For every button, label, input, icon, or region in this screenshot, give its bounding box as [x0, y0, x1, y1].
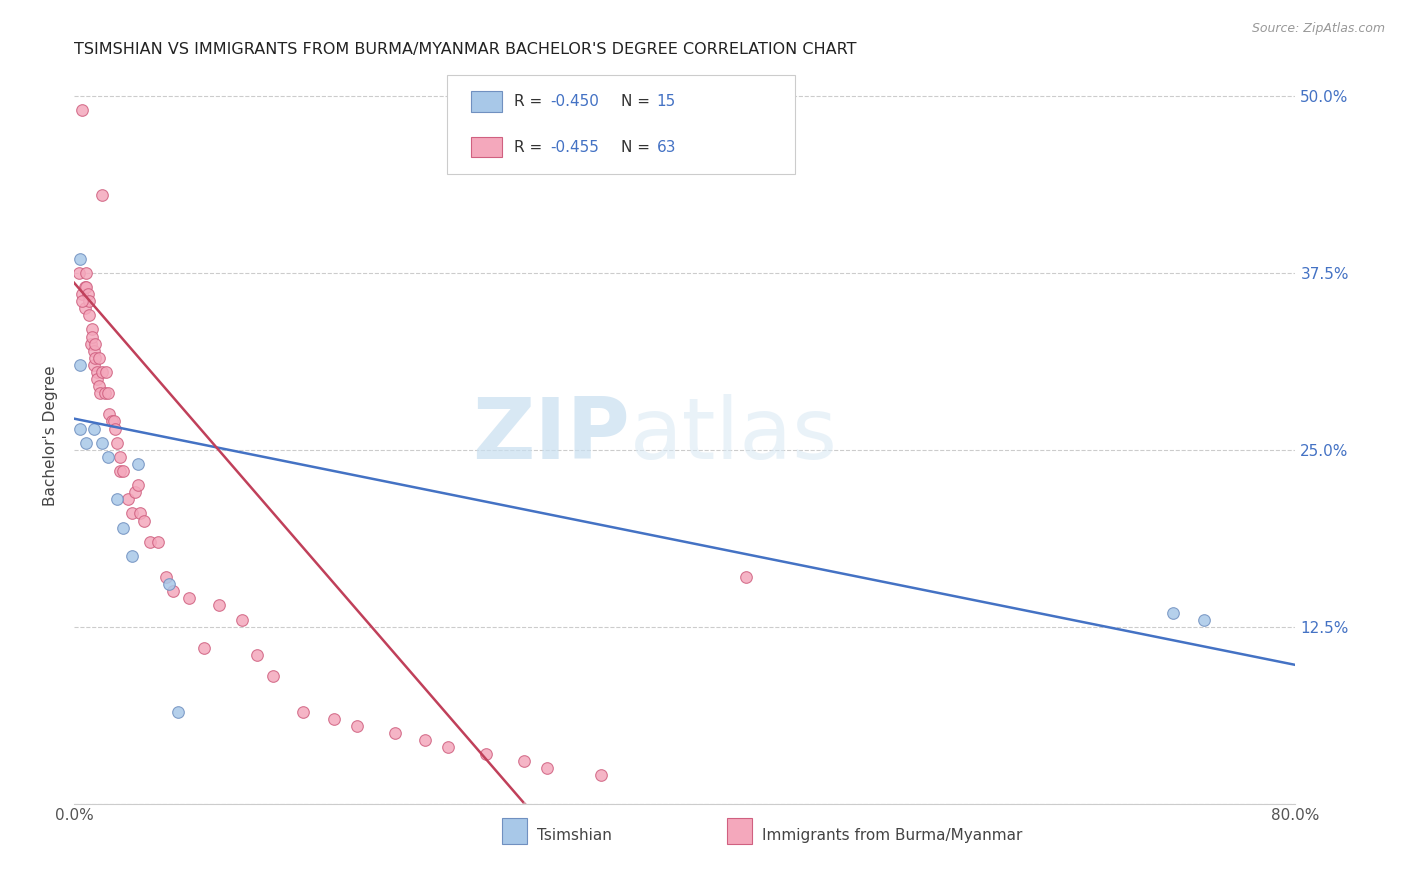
Point: [105, 435, 128, 450]
Point: [67, 266, 90, 280]
Point: [127, 457, 149, 471]
Point: [127, 478, 149, 492]
Point: [322, 712, 344, 726]
Text: N =: N =: [621, 140, 655, 154]
Point: [73, 301, 96, 316]
Point: [157, 577, 180, 591]
Point: [105, 492, 128, 507]
Point: [536, 761, 558, 775]
Point: [292, 705, 315, 719]
Point: [70, 103, 93, 117]
Text: R =: R =: [513, 140, 547, 154]
Point: [121, 549, 143, 563]
Point: [101, 415, 124, 429]
Point: [93, 386, 115, 401]
Point: [134, 514, 156, 528]
Point: [75, 435, 97, 450]
Text: -0.455: -0.455: [550, 140, 599, 154]
Point: [384, 726, 406, 740]
Point: [89, 386, 111, 401]
Text: ZIP: ZIP: [472, 394, 630, 477]
Point: [111, 464, 134, 478]
Point: [117, 492, 139, 507]
Point: [69, 358, 91, 372]
Point: [104, 421, 127, 435]
Point: [97, 386, 120, 401]
Point: [86, 365, 108, 379]
Point: [83, 421, 105, 435]
Point: [83, 358, 105, 372]
Point: [82, 329, 104, 343]
Point: [1163, 606, 1185, 620]
Point: [75, 266, 97, 280]
Point: [155, 570, 177, 584]
Point: [75, 280, 97, 294]
Point: [108, 450, 131, 464]
Point: [80, 336, 103, 351]
Point: [589, 768, 612, 782]
Point: [413, 733, 436, 747]
Point: [121, 507, 143, 521]
Point: [1192, 613, 1215, 627]
Text: 63: 63: [657, 140, 676, 154]
Text: -0.450: -0.450: [550, 94, 599, 109]
Point: [513, 754, 536, 768]
Point: [98, 408, 121, 422]
Point: [96, 365, 118, 379]
Point: [162, 584, 184, 599]
Point: [69, 252, 91, 266]
Y-axis label: Bachelor's Degree: Bachelor's Degree: [44, 366, 58, 506]
Point: [84, 351, 107, 365]
Point: [437, 739, 460, 754]
Point: [69, 421, 91, 435]
Point: [231, 613, 253, 627]
Point: [128, 507, 150, 521]
Point: [76, 287, 98, 301]
Point: [82, 322, 104, 336]
Point: [475, 747, 498, 761]
Text: Immigrants from Burma/Myanmar: Immigrants from Burma/Myanmar: [762, 829, 1022, 843]
Text: Source: ZipAtlas.com: Source: ZipAtlas.com: [1251, 22, 1385, 36]
Point: [70, 287, 93, 301]
Point: [246, 648, 269, 662]
Point: [79, 309, 101, 323]
Point: [73, 280, 96, 294]
Point: [111, 521, 134, 535]
Point: [346, 719, 368, 733]
Point: [90, 365, 112, 379]
Text: N =: N =: [621, 94, 655, 109]
Text: 15: 15: [657, 94, 676, 109]
Point: [84, 336, 107, 351]
Point: [146, 534, 169, 549]
Point: [124, 485, 146, 500]
Point: [87, 379, 110, 393]
Text: TSIMSHIAN VS IMMIGRANTS FROM BURMA/MYANMAR BACHELOR'S DEGREE CORRELATION CHART: TSIMSHIAN VS IMMIGRANTS FROM BURMA/MYANM…: [75, 42, 856, 57]
Point: [208, 599, 231, 613]
Point: [90, 188, 112, 202]
Point: [103, 415, 125, 429]
Point: [167, 705, 190, 719]
Point: [97, 450, 120, 464]
Point: [108, 464, 131, 478]
Point: [90, 435, 112, 450]
Point: [87, 351, 110, 365]
Point: [193, 640, 215, 655]
Point: [70, 294, 93, 309]
Text: atlas: atlas: [630, 394, 838, 477]
FancyBboxPatch shape: [471, 136, 502, 157]
Point: [734, 570, 756, 584]
Point: [262, 669, 284, 683]
Point: [177, 591, 200, 606]
Point: [139, 534, 162, 549]
Point: [79, 294, 101, 309]
Point: [83, 343, 105, 358]
Text: Tsimshian: Tsimshian: [537, 829, 612, 843]
Point: [86, 372, 108, 386]
FancyBboxPatch shape: [447, 75, 794, 174]
Text: R =: R =: [513, 94, 547, 109]
FancyBboxPatch shape: [471, 91, 502, 112]
